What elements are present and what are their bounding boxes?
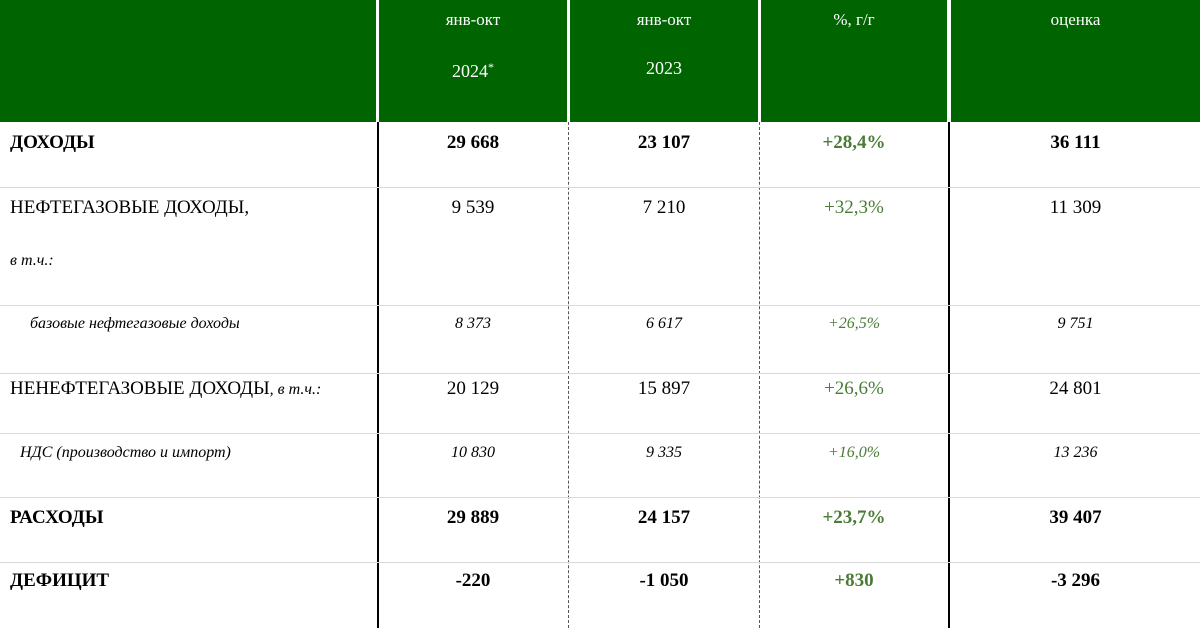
value-estimate: -3 296: [1050, 570, 1101, 591]
value-2024: 8 373: [455, 315, 491, 332]
column-divider: [568, 122, 569, 628]
header-cell-label: [0, 0, 376, 122]
value-estimate: 11 309: [1049, 197, 1102, 218]
header-cell-estimate: оценка: [951, 0, 1200, 122]
row-label: РАСХОДЫ: [10, 507, 104, 528]
header-estimate-label: оценка: [1050, 10, 1101, 29]
row-label: НЕНЕФТЕГАЗОВЫЕ ДОХОДЫ, в т.ч.:: [10, 378, 322, 399]
value-2024: 10 830: [451, 444, 495, 461]
value-2024: 20 129: [446, 378, 500, 399]
column-divider: [948, 122, 950, 628]
row-label: ДЕФИЦИТ: [10, 570, 110, 591]
value-2023: -1 050: [639, 570, 689, 591]
value-pct: +32,3%: [824, 197, 884, 218]
value-pct: +28,4%: [822, 132, 886, 153]
table-row: базовые нефтегазовые доходы 8 373 6 617 …: [0, 306, 1200, 374]
table-row: НДС (производство и импорт) 10 830 9 335…: [0, 434, 1200, 498]
value-estimate: 9 751: [1057, 315, 1094, 332]
value-2023: 23 107: [637, 132, 691, 153]
value-2023: 24 157: [637, 507, 691, 528]
value-estimate: 36 111: [1050, 132, 1101, 153]
table-row: ДОХОДЫ 29 668 23 107 +28,4% 36 111: [0, 122, 1200, 188]
row-label: НЕФТЕГАЗОВЫЕ ДОХОДЫ,: [10, 197, 250, 218]
value-pct: +830: [834, 570, 874, 591]
header-2024-period: янв-окт: [445, 10, 501, 29]
row-label: ДОХОДЫ: [10, 132, 95, 153]
table-row: ДЕФИЦИТ -220 -1 050 +830 -3 296: [0, 563, 1200, 628]
table-row: РАСХОДЫ 29 889 24 157 +23,7% 39 407: [0, 498, 1200, 563]
value-2024: 29 668: [446, 132, 500, 153]
header-pct-label: %, г/г: [833, 10, 875, 29]
value-pct: +26,6%: [824, 378, 884, 399]
column-divider: [377, 122, 379, 628]
value-2024: -220: [455, 570, 491, 591]
value-2024: 9 539: [451, 197, 495, 218]
value-2024: 29 889: [446, 507, 500, 528]
header-cell-pct: %, г/г: [761, 0, 947, 122]
table-row: НЕНЕФТЕГАЗОВЫЕ ДОХОДЫ, в т.ч.: 20 129 15…: [0, 374, 1200, 434]
column-divider: [759, 122, 760, 628]
value-2023: 9 335: [646, 444, 682, 461]
table-header: янв-окт 2024* янв-окт 2023 %, г/г оценка: [0, 0, 1200, 122]
header-cell-2023: янв-окт 2023: [570, 0, 758, 122]
value-2023: 7 210: [642, 197, 686, 218]
value-2023: 6 617: [646, 315, 682, 332]
value-pct: +26,5%: [827, 315, 881, 332]
footnote-marker: *: [488, 60, 494, 74]
value-2023: 15 897: [637, 378, 691, 399]
row-label: НДС (производство и импорт): [20, 444, 231, 461]
value-pct: +23,7%: [822, 507, 886, 528]
row-sublabel: в т.ч.:: [10, 252, 54, 269]
header-2024-year: 2024*: [452, 60, 494, 81]
value-estimate: 24 801: [1049, 378, 1102, 399]
table-row: НЕФТЕГАЗОВЫЕ ДОХОДЫ, в т.ч.: 9 539 7 210…: [0, 188, 1200, 306]
header-2023-period: янв-окт: [636, 10, 692, 29]
value-estimate: 13 236: [1053, 444, 1098, 461]
header-cell-2024: янв-окт 2024*: [379, 0, 567, 122]
row-label: базовые нефтегазовые доходы: [30, 315, 240, 332]
header-2023-year: 2023: [646, 58, 682, 78]
value-estimate: 39 407: [1049, 507, 1102, 528]
row-label-suffix: , в т.ч.:: [269, 381, 322, 398]
value-pct: +16,0%: [827, 444, 881, 461]
